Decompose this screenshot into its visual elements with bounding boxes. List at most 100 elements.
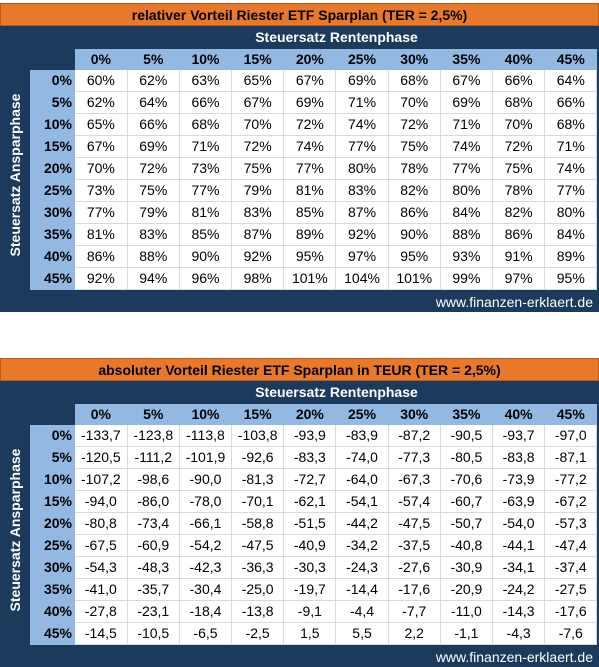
table-cell: -13,8: [231, 600, 285, 623]
absolute-table-panel: Steuersatz Rentenphase Steuersatz Anspar…: [0, 381, 599, 667]
table-cell: -87,2: [388, 425, 441, 447]
row-header: 10%: [30, 113, 75, 136]
table-cell: -23,1: [127, 600, 180, 623]
table-cell: 92%: [75, 267, 128, 290]
table-cell: 85%: [283, 201, 337, 224]
table-cell: -103,8: [231, 425, 285, 447]
row-header: 45%: [30, 622, 75, 645]
table-cell: -92,6: [231, 446, 285, 469]
table-cell: -1,1: [440, 622, 494, 645]
table-cell: 83%: [231, 201, 285, 224]
table-cell: 89%: [544, 245, 598, 268]
table-cell: -83,8: [492, 446, 546, 469]
table-cell: -77,3: [388, 446, 441, 469]
absolute-advantage-block: absoluter Vorteil Riester ETF Sparplan i…: [0, 358, 599, 667]
table-cell: 67%: [231, 91, 285, 114]
table-cell: -37,5: [388, 534, 441, 557]
table-cell: -63,9: [492, 490, 546, 513]
table-cell: -107,2: [75, 468, 128, 491]
table-cell: 70%: [75, 157, 128, 180]
table-cell: 78%: [388, 157, 441, 180]
table-row: 0% -133,7 -123,8 -113,8 -103,8 -93,9 -83,9 -87,…: [30, 425, 598, 447]
table-row: 35% -41,0 -35,7 -30,4 -25,0 -19,7 -14,4 -17,6 -2…: [30, 578, 598, 601]
table-row: 5% -120,5 -111,2 -101,9 -92,6 -83,3 -74,0 -77,3…: [30, 446, 598, 469]
table-cell: 80%: [440, 179, 494, 202]
table-cell: 72%: [388, 113, 441, 136]
table-cell: -44,1: [492, 534, 546, 557]
table-cell: -36,3: [231, 556, 285, 579]
table-cell: 69%: [440, 91, 494, 114]
table-cell: -78,0: [179, 490, 233, 513]
table-row: 25% 73% 75% 77% 79% 81% 83% 82% 80% 78% 77%: [30, 179, 598, 202]
table-cell: 67%: [440, 70, 494, 92]
table-row: 40% 86% 88% 90% 92% 95% 97% 95% 93% 91% 89%: [30, 245, 598, 268]
table-cell: 67%: [283, 70, 337, 92]
table-cell: -83,3: [283, 446, 337, 469]
table-cell: -93,7: [492, 425, 546, 447]
table-cell: 77%: [283, 157, 337, 180]
table-cell: -67,5: [75, 534, 128, 557]
table-cell: -40,8: [440, 534, 494, 557]
table-row: 15% -94,0 -86,0 -78,0 -70,1 -62,1 -54,1 -57,4 -6…: [30, 490, 598, 513]
table-cell: 75%: [231, 157, 285, 180]
table-cell: 60%: [75, 70, 128, 92]
table-cell: 70%: [492, 113, 546, 136]
table-cell: 64%: [544, 70, 598, 92]
table-cell: -50,7: [440, 512, 494, 535]
table-cell: 71%: [544, 135, 598, 158]
table-cell: 91%: [492, 245, 546, 268]
row-header: 35%: [30, 578, 75, 601]
row-header: 40%: [30, 600, 75, 623]
table-cell: 94%: [127, 267, 180, 290]
row-header: 0%: [30, 425, 75, 447]
table-cell: -47,5: [231, 534, 285, 557]
table-cell: -27,6: [388, 556, 441, 579]
table-cell: 84%: [544, 223, 598, 246]
table-cell: 77%: [179, 179, 233, 202]
table-cell: -86,0: [127, 490, 180, 513]
relative-row-axis-label: Steuersatz Ansparphase: [7, 93, 23, 257]
table-cell: 65%: [231, 70, 285, 92]
table-row: 45% 92% 94% 96% 98% 101% 104% 101% 99% 97% 95%: [30, 267, 598, 290]
table-cell: 82%: [492, 201, 546, 224]
table-cell: -80,5: [440, 446, 494, 469]
column-header: 40%: [492, 49, 546, 70]
table-cell: 82%: [388, 179, 441, 202]
row-header: 15%: [30, 135, 75, 158]
table-cell: -44,2: [335, 512, 389, 535]
table-row: 30% -54,3 -48,3 -42,3 -36,3 -30,3 -24,3 -27,6 -3…: [30, 556, 598, 579]
table-cell: -70,6: [440, 468, 494, 491]
table-cell: 86%: [388, 201, 441, 224]
table-cell: 68%: [388, 70, 441, 92]
table-cell: -54,0: [492, 512, 546, 535]
relative-col-axis-label: Steuersatz Rentenphase: [255, 29, 418, 45]
table-cell: -98,6: [127, 468, 180, 491]
table-cell: 95%: [544, 267, 598, 290]
absolute-col-axis-label: Steuersatz Rentenphase: [255, 384, 418, 400]
table-cell: -19,7: [283, 578, 337, 601]
table-cell: -17,6: [388, 578, 441, 601]
table-cell: -27,8: [75, 600, 128, 623]
column-header: 15%: [231, 49, 285, 70]
table-cell: -113,8: [179, 425, 233, 447]
table-cell: -7,6: [544, 622, 598, 645]
table-cell: -41,0: [75, 578, 128, 601]
table-cell: 87%: [335, 201, 389, 224]
table-cell: -93,9: [283, 425, 337, 447]
table-cell: -62,1: [283, 490, 337, 513]
table-cell: -6,5: [179, 622, 233, 645]
table-cell: -40,9: [283, 534, 337, 557]
relative-advantage-block: relativer Vorteil Riester ETF Sparplan (…: [0, 3, 599, 312]
table-cell: -80,8: [75, 512, 128, 535]
table-cell: 62%: [75, 91, 128, 114]
table-cell: 81%: [75, 223, 128, 246]
column-header-row: 0% 5% 10% 15% 20% 25% 30% 35% 40% 45%: [30, 49, 598, 70]
table-cell: 77%: [544, 179, 598, 202]
row-header: 5%: [30, 446, 75, 469]
table-cell: -25,0: [231, 578, 285, 601]
table-cell: 67%: [75, 135, 128, 158]
column-header: 20%: [283, 404, 337, 425]
table-cell: 101%: [388, 267, 441, 290]
table-cell: 71%: [440, 113, 494, 136]
table-cell: -10,5: [127, 622, 180, 645]
